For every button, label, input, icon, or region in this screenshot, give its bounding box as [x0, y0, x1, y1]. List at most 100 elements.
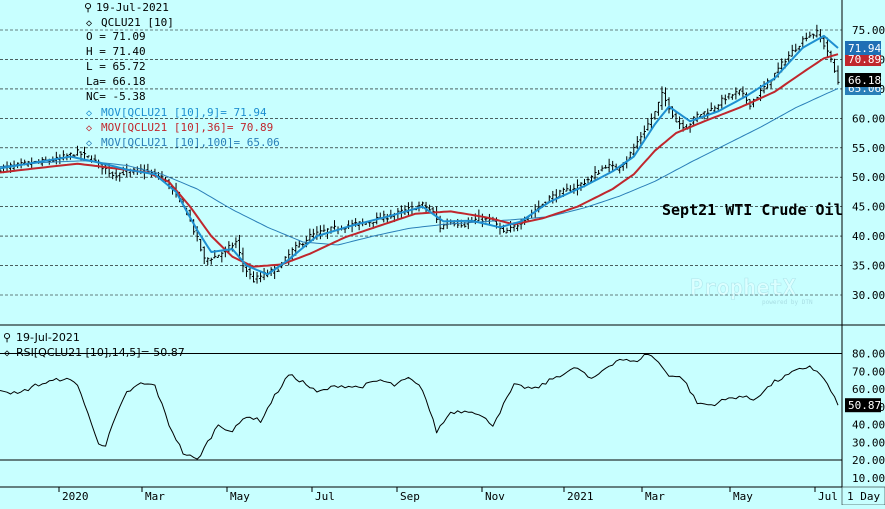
price-bar	[241, 247, 245, 273]
x-axis: 2020 Mar May Jul Sep Nov 2021 Mar May Jul	[58, 487, 838, 503]
chart-annotation: Sept21 WTI Crude Oil	[662, 201, 843, 219]
price-bar	[244, 265, 249, 277]
price-bar	[322, 224, 326, 233]
price-tick-label: 50.00	[852, 171, 885, 184]
price-bar	[794, 43, 798, 53]
legend-ma36: MOV[QCLU21 [10],36]= 70.89	[101, 121, 273, 134]
price-bar	[639, 131, 643, 147]
price-bar	[114, 168, 118, 181]
price-bar	[642, 125, 646, 139]
period-button[interactable]: 1 Day	[841, 486, 885, 506]
price-value-tag: 70.89	[845, 52, 881, 66]
price-bar	[0, 167, 2, 173]
rsi-tick-label: 10.00	[852, 472, 885, 485]
rsi-tick-label: 70.00	[852, 365, 885, 378]
rsi-value-tag-box	[845, 398, 881, 413]
rsi-tick-label: 40.00	[852, 419, 885, 432]
price-bar	[674, 112, 678, 123]
ma9-line	[0, 34, 839, 276]
magnifier-icon[interactable]: ⚲	[84, 1, 92, 14]
rsi-value-tag: 50.87	[845, 398, 881, 413]
price-bar	[741, 86, 745, 99]
price-bar	[209, 257, 213, 265]
x-axis-tick-label: Mar	[145, 490, 165, 503]
legend-ma9: MOV[QCLU21 [10],9]= 71.94	[101, 106, 267, 119]
price-bar	[723, 94, 727, 105]
watermark-sub: powered by DTN	[762, 299, 813, 306]
diamond-icon: ◇	[86, 18, 92, 29]
rsi-tick-label: 30.00	[852, 436, 885, 449]
price-bar	[604, 164, 608, 169]
price-bar	[811, 33, 815, 39]
price-bar	[199, 238, 203, 252]
rsi-header-date: 19-Jul-2021	[16, 331, 80, 344]
price-bar	[836, 65, 840, 85]
price-bar	[635, 136, 639, 149]
price-gridlines	[0, 29, 842, 296]
price-bar	[790, 44, 794, 57]
price-bar	[589, 175, 594, 183]
rsi-reference-lines	[0, 353, 842, 461]
price-bar	[677, 116, 682, 130]
price-bar	[118, 172, 122, 182]
price-tick-label: 45.00	[852, 201, 885, 214]
price-bar	[660, 86, 664, 110]
legend-ma36-icon: ◇	[86, 123, 92, 134]
price-bar	[667, 97, 671, 114]
price-bar	[825, 37, 830, 58]
price-value-tag-text: 70.89	[848, 53, 881, 66]
price-bar	[607, 158, 611, 173]
price-bar	[276, 268, 280, 272]
x-axis-tick-label: Jul	[818, 490, 838, 503]
price-value-tag-text: 66.18	[848, 74, 881, 87]
price-bar	[808, 31, 812, 38]
price-bar	[93, 154, 97, 162]
magnifier-icon-rsi[interactable]: ⚲	[3, 331, 11, 344]
price-value-tag-box	[845, 73, 881, 87]
x-axis-tick-label: Nov	[485, 490, 505, 503]
price-bar	[111, 171, 115, 180]
price-value-tag-text: 71.94	[848, 42, 881, 55]
price-value-tag: 71.94	[845, 41, 881, 55]
price-bar	[86, 155, 90, 159]
price-bar	[646, 118, 650, 131]
price-bar	[600, 165, 604, 172]
price-tick-label: 60.00	[852, 112, 885, 125]
price-bar	[406, 202, 411, 217]
legend-ma9-icon: ◇	[86, 108, 92, 119]
price-bar	[596, 170, 601, 175]
price-bar	[424, 201, 428, 213]
price-bar	[730, 94, 734, 100]
price-bar	[417, 201, 421, 212]
price-bar	[586, 176, 590, 184]
rsi-line-group	[0, 353, 839, 460]
price-bar	[815, 24, 819, 38]
price-bar	[611, 160, 615, 172]
price-bar	[75, 145, 80, 156]
price-bar	[202, 246, 206, 265]
rsi-value-tag-text: 50.87	[848, 399, 881, 412]
header-net-change: NC= -5.38	[86, 90, 146, 103]
price-bar	[762, 81, 766, 94]
x-axis-tick-label: Sep	[400, 490, 420, 503]
legend-ma100: MOV[QCLU21 [10],100]= 65.06	[101, 136, 280, 149]
price-bar	[572, 183, 576, 194]
price-bar	[382, 210, 386, 223]
x-axis-tick-label: 2020	[62, 490, 89, 503]
rsi-tick-label: 80.00	[852, 348, 885, 361]
rsi-line	[0, 353, 839, 460]
price-bar	[206, 257, 210, 266]
period-button-label[interactable]: 1 Day	[847, 490, 880, 503]
moving-average-lines	[0, 34, 839, 276]
price-bar	[709, 102, 713, 112]
price-bar	[593, 166, 597, 182]
header-symbol: QCLU21 [10]	[101, 16, 174, 29]
header-low: L = 65.72	[86, 60, 146, 73]
price-bar	[565, 183, 569, 192]
price-bar	[220, 251, 224, 263]
x-axis-tick-label: May	[230, 490, 250, 503]
x-axis-tick-label: 2021	[567, 490, 594, 503]
